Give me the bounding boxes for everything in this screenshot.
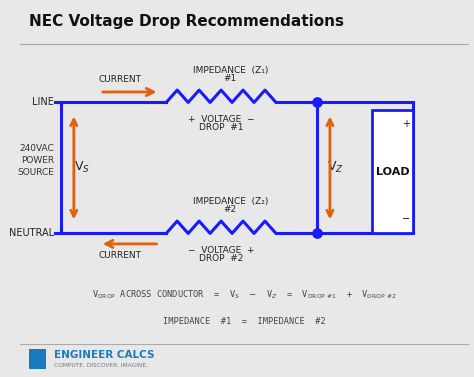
Text: LOAD: LOAD bbox=[376, 167, 410, 177]
Point bbox=[313, 100, 321, 106]
Text: V$_{\rm DROP}$ ACROSS CONDUCTOR  =  V$_S$  $-$  V$_Z$  =  V$_{\rm DROP\ \#1}$  +: V$_{\rm DROP}$ ACROSS CONDUCTOR = V$_S$ … bbox=[92, 289, 396, 301]
Text: 240VAC
POWER
SOURCE: 240VAC POWER SOURCE bbox=[17, 144, 54, 177]
Text: V$_S$: V$_S$ bbox=[73, 160, 90, 175]
Text: IMPEDANCE  (Z₁): IMPEDANCE (Z₁) bbox=[192, 66, 268, 75]
Text: −  VOLTAGE  +: − VOLTAGE + bbox=[188, 246, 255, 255]
Point bbox=[313, 230, 321, 236]
Text: +: + bbox=[402, 119, 410, 129]
Text: IMPEDANCE  #1  =  IMPEDANCE  #2: IMPEDANCE #1 = IMPEDANCE #2 bbox=[163, 317, 325, 326]
Text: NEUTRAL: NEUTRAL bbox=[9, 228, 54, 238]
Text: ENGINEER CALCS: ENGINEER CALCS bbox=[54, 349, 155, 360]
Text: DROP  #1: DROP #1 bbox=[199, 123, 243, 132]
Text: #2: #2 bbox=[224, 205, 237, 214]
Text: COMPUTE. DISCOVER. IMAGINE.: COMPUTE. DISCOVER. IMAGINE. bbox=[54, 363, 148, 368]
Text: DROP  #2: DROP #2 bbox=[199, 254, 243, 263]
Text: −: − bbox=[402, 214, 410, 224]
Text: IMPEDANCE  (Z₂): IMPEDANCE (Z₂) bbox=[192, 197, 268, 206]
Bar bbox=[372, 110, 413, 233]
Text: CURRENT: CURRENT bbox=[99, 75, 142, 84]
Text: +  VOLTAGE  −: + VOLTAGE − bbox=[188, 115, 255, 124]
Bar bbox=[29, 349, 46, 369]
Text: LINE: LINE bbox=[32, 97, 54, 107]
Text: V$_Z$: V$_Z$ bbox=[327, 160, 344, 175]
Text: NEC Voltage Drop Recommendations: NEC Voltage Drop Recommendations bbox=[29, 14, 344, 29]
Text: CURRENT: CURRENT bbox=[99, 251, 142, 260]
Text: #1: #1 bbox=[224, 74, 237, 83]
